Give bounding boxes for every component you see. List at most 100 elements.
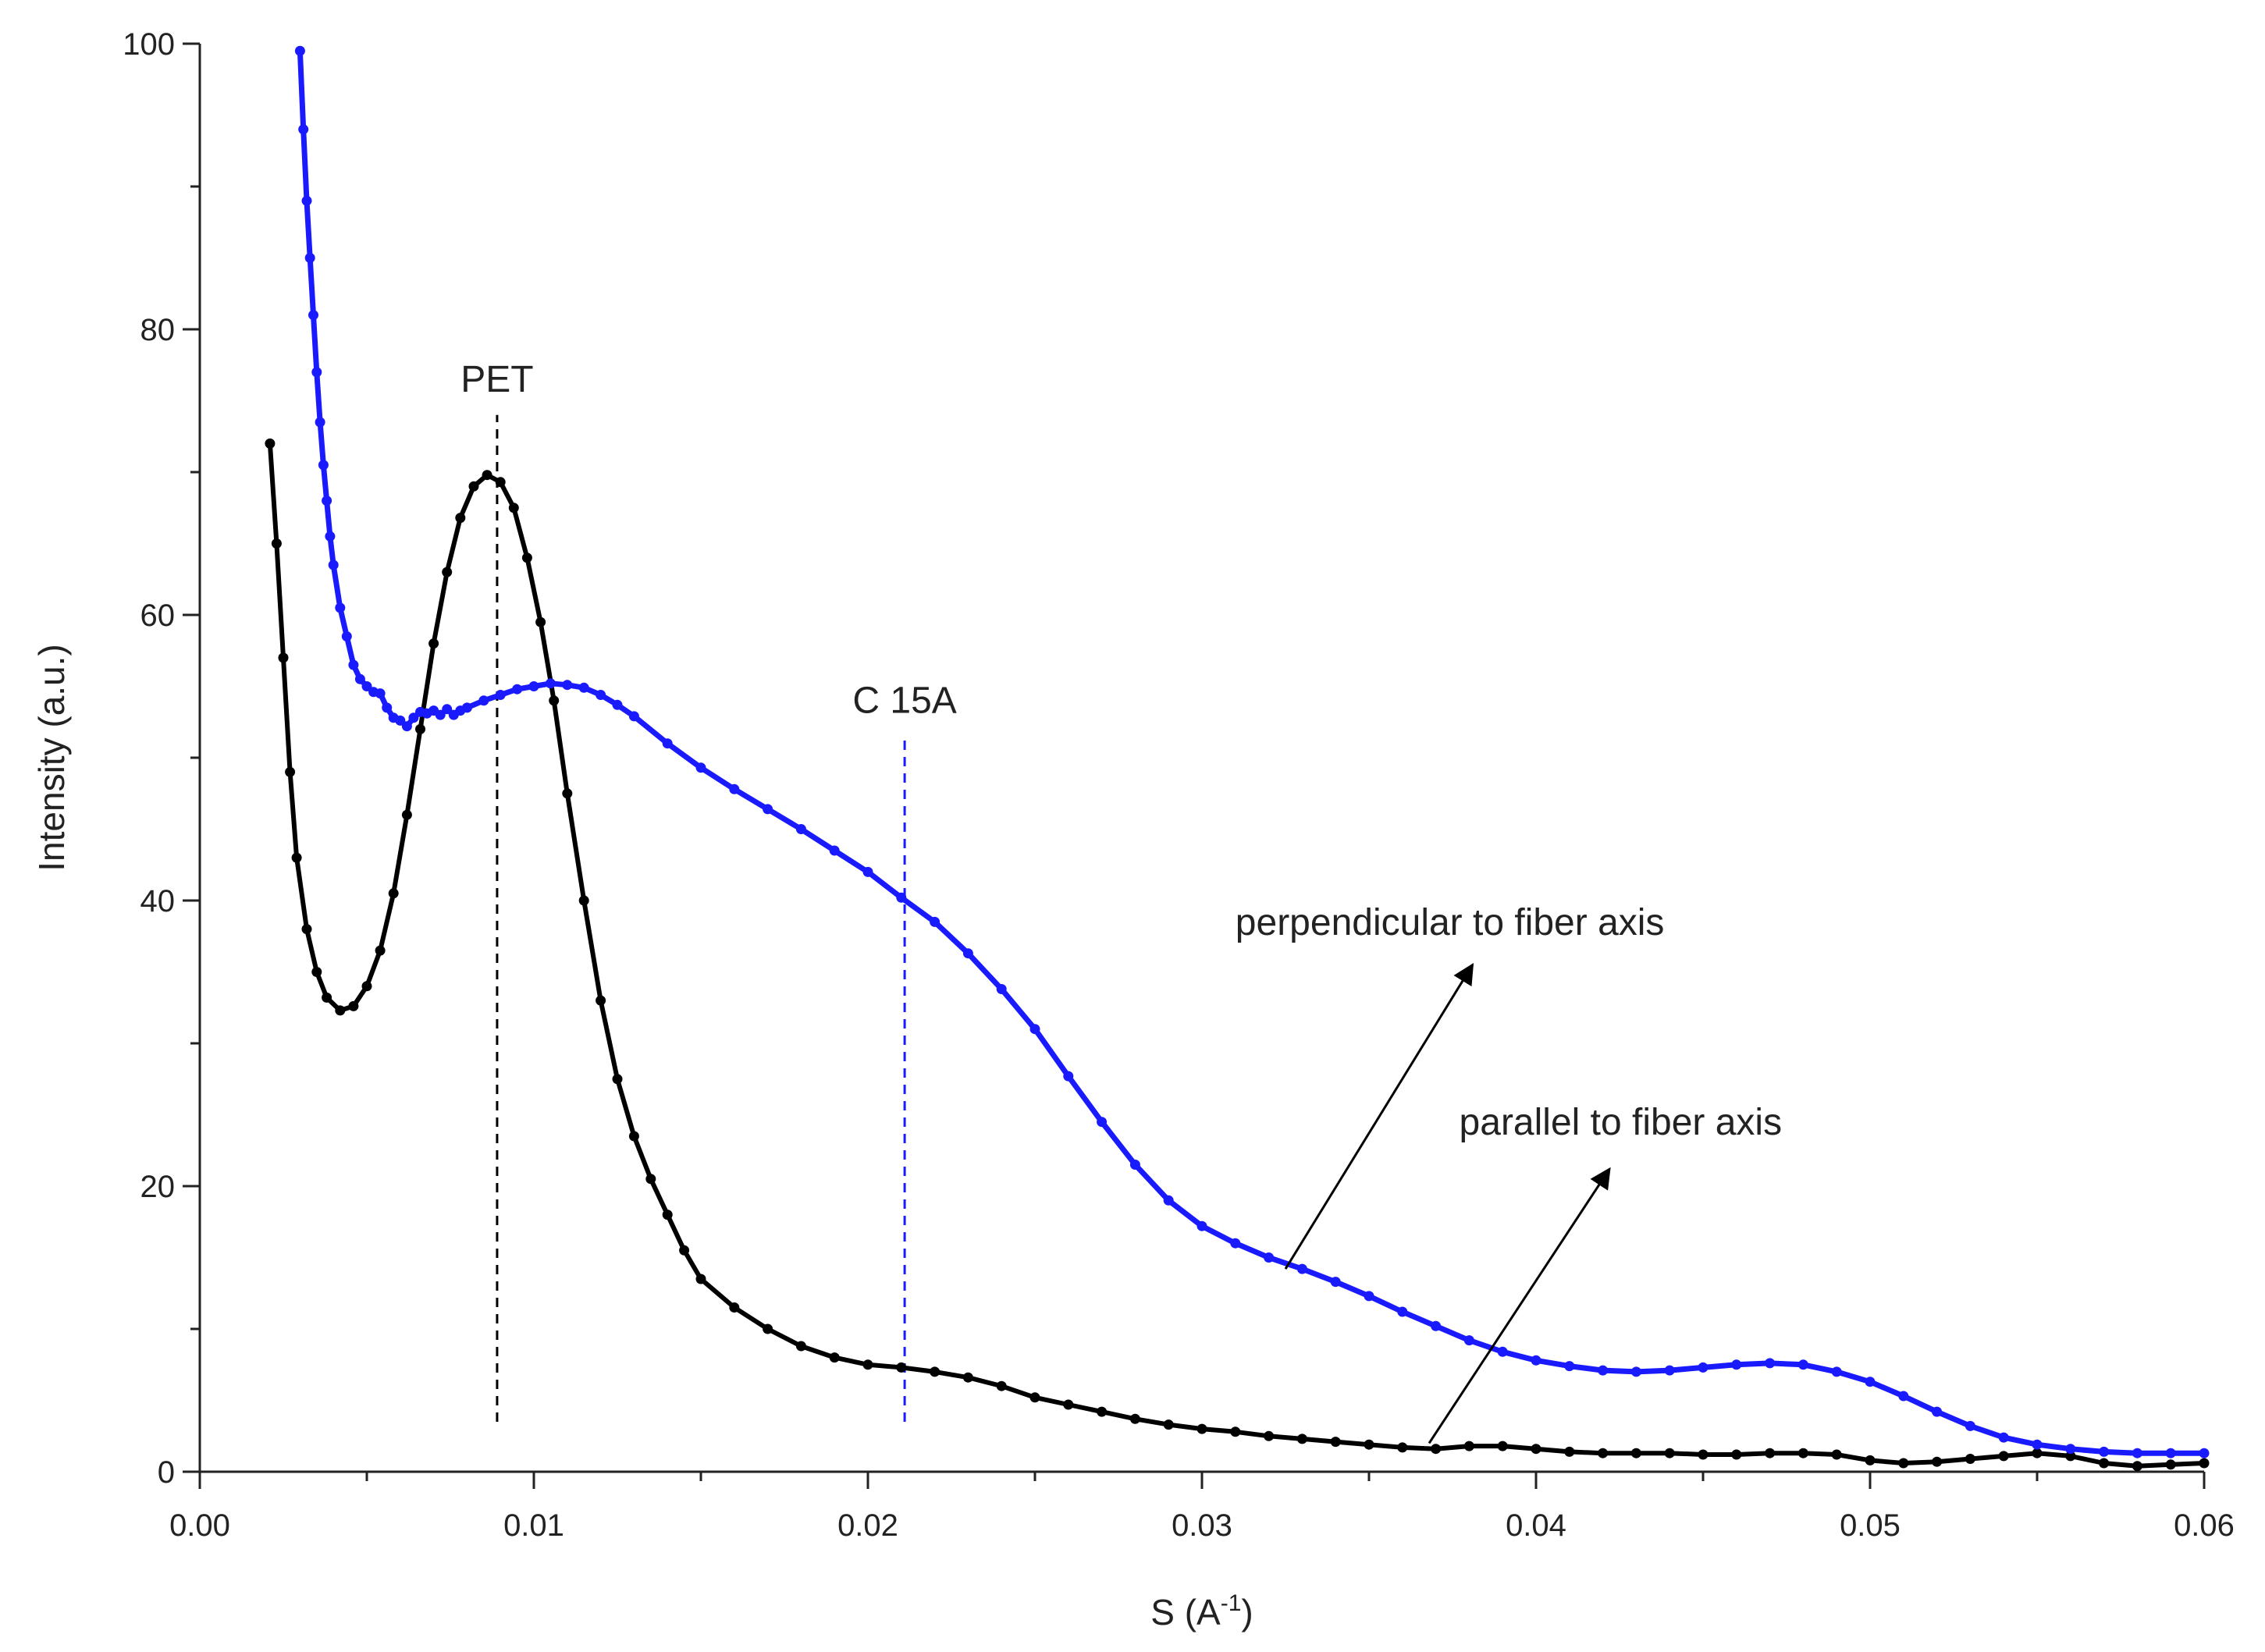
data-point (1129, 1413, 1140, 1424)
data-point (1397, 1442, 1408, 1453)
data-point (829, 845, 840, 856)
data-point (482, 470, 492, 481)
data-point (2132, 1448, 2142, 1458)
data-point (1630, 1448, 1641, 1458)
data-point (2165, 1448, 2176, 1458)
y-tick-label: 80 (140, 313, 176, 347)
reference-lines: PET C 15A (460, 359, 957, 1422)
data-point (1330, 1277, 1341, 1288)
data-point (896, 1362, 907, 1373)
data-point (322, 496, 332, 506)
data-point (428, 638, 439, 649)
data-point (395, 715, 406, 726)
data-point (1731, 1359, 1742, 1370)
data-point (1330, 1437, 1341, 1448)
data-point (1497, 1441, 1508, 1451)
data-point (1831, 1449, 1842, 1460)
data-point (1865, 1377, 1876, 1387)
data-point (2099, 1446, 2110, 1457)
data-point (1765, 1448, 1776, 1458)
data-point (1097, 1117, 1108, 1128)
data-point (495, 690, 506, 700)
data-point (1264, 1252, 1275, 1263)
data-point (1431, 1444, 1442, 1455)
y-tick-label: 60 (140, 599, 176, 633)
data-point (549, 695, 560, 706)
data-point (1932, 1406, 1943, 1417)
data-point (545, 678, 556, 689)
data-point (311, 967, 322, 977)
data-point (375, 688, 386, 699)
data-point (695, 762, 706, 773)
data-point (1296, 1434, 1307, 1444)
data-point (2065, 1444, 2076, 1455)
axis-labels: S (A-1) Intensity (a.u.) (31, 644, 1253, 1632)
data-point (285, 766, 296, 777)
data-point (442, 704, 453, 715)
y-tick-label: 100 (123, 27, 175, 62)
data-point (308, 310, 318, 321)
data-point (1531, 1444, 1541, 1455)
data-point (291, 852, 302, 863)
data-point (1630, 1366, 1641, 1377)
data-point (578, 895, 589, 906)
data-point (2065, 1451, 2076, 1462)
data-point (435, 709, 446, 720)
data-point (2199, 1448, 2210, 1458)
data-point (628, 711, 639, 722)
data-point (1797, 1448, 1808, 1458)
data-point (535, 616, 546, 627)
data-point (1898, 1391, 1909, 1402)
data-point (596, 995, 606, 1006)
data-point (1230, 1426, 1241, 1437)
y-axis-title: Intensity (a.u.) (31, 644, 72, 871)
data-point (862, 866, 873, 877)
data-point (1397, 1306, 1408, 1317)
data-point (896, 892, 907, 903)
series-line (267, 443, 2205, 1469)
data-point (341, 631, 352, 641)
data-point (401, 809, 412, 820)
data-point (1998, 1451, 2009, 1462)
data-point (1431, 1320, 1442, 1331)
data-point (996, 984, 1007, 994)
data-point (1364, 1439, 1374, 1450)
data-point (382, 702, 393, 713)
data-point (930, 1366, 940, 1377)
data-point (1497, 1346, 1508, 1357)
data-point (408, 712, 419, 723)
data-point (729, 783, 740, 794)
data-point (495, 477, 506, 488)
data-point (1129, 1160, 1140, 1170)
axes: 0.00 0.01 0.02 0.03 0.04 0.05 0.06 0 20 40 60 80 100 (123, 27, 2235, 1543)
data-point (1664, 1448, 1675, 1458)
data-point (512, 684, 523, 695)
data-point (2032, 1439, 2043, 1450)
data-point (1932, 1456, 1943, 1467)
data-point (1698, 1449, 1709, 1460)
data-point (930, 916, 940, 927)
data-point (1163, 1195, 1174, 1206)
data-point (795, 1341, 806, 1352)
data-point (2165, 1459, 2176, 1470)
data-point (1664, 1365, 1675, 1376)
data-point (829, 1352, 840, 1363)
annotation-arrow (1428, 1167, 1611, 1444)
data-point (962, 948, 973, 959)
data-point (729, 1302, 740, 1313)
data-point (763, 1323, 773, 1334)
data-point (528, 681, 539, 691)
data-point (375, 945, 386, 956)
data-point (304, 253, 315, 263)
x-tick-label: 0.01 (503, 1508, 564, 1543)
x-tick-label: 0.02 (837, 1508, 898, 1543)
data-point (1564, 1361, 1575, 1372)
data-point (1230, 1238, 1241, 1249)
data-point (996, 1380, 1007, 1391)
data-point (1765, 1358, 1776, 1369)
data-point (318, 460, 329, 471)
data-point (461, 702, 472, 713)
data-point (578, 682, 589, 693)
data-point (679, 1245, 690, 1256)
